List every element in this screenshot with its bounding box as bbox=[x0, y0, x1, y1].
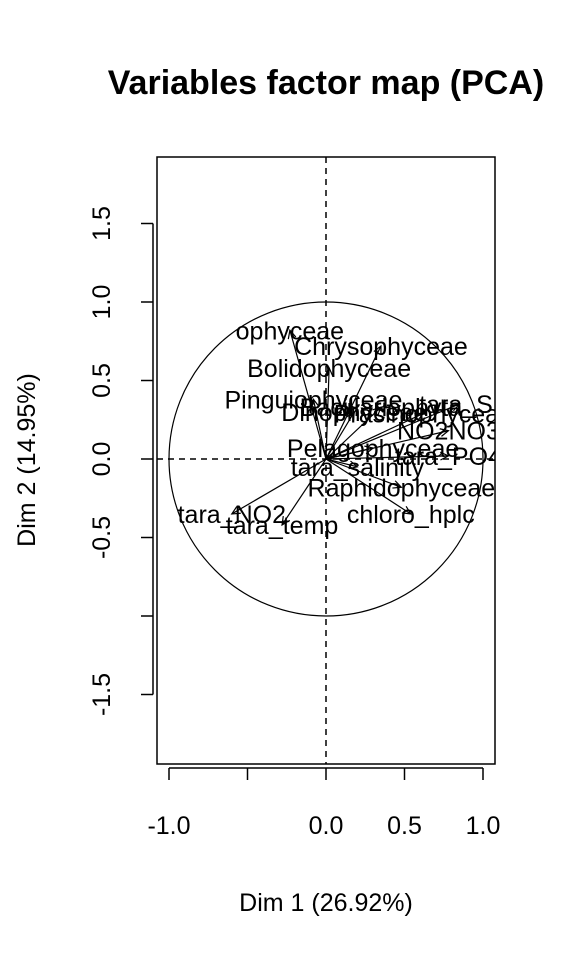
variable-label: Chrysophyceae bbox=[294, 333, 468, 361]
variable-arrowhead bbox=[324, 366, 334, 377]
y-tick-label: 0.5 bbox=[88, 363, 116, 398]
variable-arrow bbox=[289, 330, 327, 460]
variable-arrow bbox=[231, 458, 327, 515]
variable-label: Pelagophyceae bbox=[287, 435, 459, 463]
variable-arrowhead bbox=[373, 344, 382, 355]
variable-label: tara_NO2 bbox=[178, 501, 286, 529]
variable-label: Raphidophyceae bbox=[308, 474, 496, 502]
variable-label: Pinguiophyceae bbox=[224, 386, 402, 414]
variable-arrowhead bbox=[287, 328, 297, 340]
variable-arrowhead bbox=[401, 505, 412, 515]
y-axis-label: Dim 2 (14.95%) bbox=[13, 373, 41, 547]
chart-title: Variables factor map (PCA) bbox=[108, 64, 544, 102]
variable-label: Prasinophyceae bbox=[334, 400, 513, 428]
variable-arrow bbox=[325, 447, 374, 460]
variable-label: Bolidophyceae bbox=[247, 355, 411, 383]
variable-arrow bbox=[312, 399, 327, 460]
variable-arrowhead bbox=[392, 480, 403, 489]
y-axis: -1.5 -0.5 0.0 0.5 1.0 1.5 bbox=[88, 206, 154, 716]
variable-arrowhead bbox=[364, 445, 375, 455]
variable-label: ophyceae bbox=[236, 317, 344, 345]
variable-arrow bbox=[325, 458, 358, 468]
x-tick-label: 0.5 bbox=[387, 812, 422, 840]
variable-label: chloro_hplc bbox=[347, 501, 475, 529]
y-tick-label: -1.5 bbox=[88, 673, 116, 716]
variable-arrow bbox=[281, 458, 327, 526]
variable-arrowhead bbox=[372, 406, 382, 416]
variable-label: tara_temp bbox=[226, 512, 339, 540]
variable-label: NO2NO3 bbox=[397, 418, 500, 446]
y-tick-label: 0.0 bbox=[88, 442, 116, 477]
variable-label: tara_PO4 bbox=[395, 443, 502, 471]
variable-arrowhead bbox=[346, 410, 355, 421]
variable-arrow bbox=[325, 406, 382, 460]
x-tick-label: -1.0 bbox=[147, 812, 190, 840]
x-tick-label: 0.0 bbox=[309, 812, 344, 840]
variable-arrowhead bbox=[310, 397, 320, 409]
variable-arrowhead bbox=[281, 515, 291, 527]
variable-label: tara_salinity bbox=[291, 454, 425, 482]
variable-arrowhead bbox=[439, 428, 450, 437]
variable-arrowhead bbox=[230, 506, 241, 515]
variable-arrow bbox=[325, 455, 449, 460]
variable-arrow bbox=[325, 411, 355, 460]
variable-arrow bbox=[325, 345, 382, 460]
variable-arrowhead bbox=[450, 402, 461, 412]
y-tick-label: 1.0 bbox=[88, 285, 116, 320]
variable-arrowhead bbox=[440, 451, 450, 461]
y-tick-label: -0.5 bbox=[88, 516, 116, 559]
variable-label: tara_SI bbox=[419, 391, 500, 419]
y-tick-label: 1.5 bbox=[88, 206, 116, 241]
x-axis-label: Dim 1 (26.92%) bbox=[239, 889, 413, 917]
variable-label: Dinophyceae bbox=[281, 399, 427, 427]
correlation-circle bbox=[168, 301, 484, 617]
variable-arrows bbox=[230, 328, 461, 527]
variable-arrow bbox=[325, 458, 402, 488]
variable-arrow bbox=[325, 403, 460, 460]
x-axis: -1.0 0.0 0.5 1.0 bbox=[147, 767, 501, 840]
variable-label: Bacillariophyta bbox=[300, 394, 463, 422]
variable-arrowhead bbox=[414, 412, 425, 421]
variable-arrow bbox=[325, 458, 412, 515]
variable-arrow bbox=[325, 412, 424, 460]
variable-arrow bbox=[325, 367, 330, 460]
x-tick-label: 1.0 bbox=[466, 812, 501, 840]
